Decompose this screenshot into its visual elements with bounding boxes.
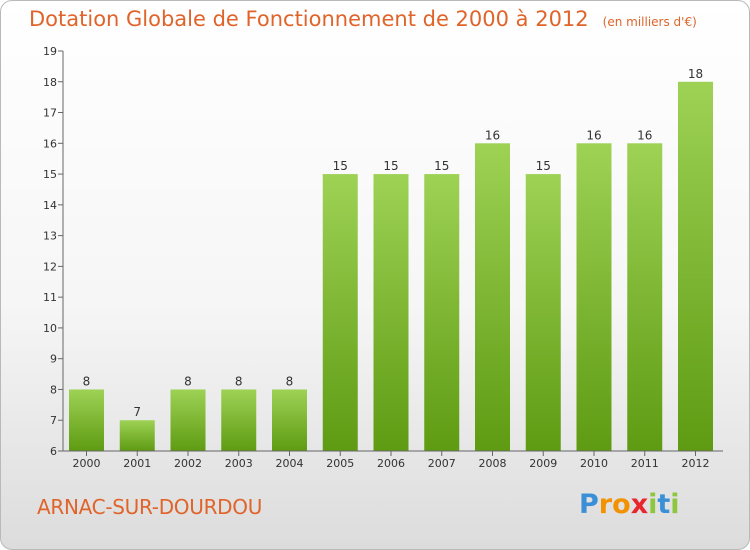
x-tick-label: 2009 bbox=[529, 457, 557, 470]
bar-2008 bbox=[475, 143, 510, 452]
y-tick-label: 19 bbox=[43, 45, 57, 58]
bar-2004 bbox=[272, 389, 307, 451]
x-tick-label: 2005 bbox=[326, 457, 354, 470]
y-tick-label: 8 bbox=[50, 383, 57, 396]
chart-subtitle: (en milliers d'€) bbox=[602, 15, 697, 29]
x-tick-label: 2003 bbox=[225, 457, 253, 470]
chart-title: Dotation Globale de Fonctionnement de 20… bbox=[29, 7, 589, 31]
data-label: 15 bbox=[434, 159, 449, 173]
chart-header: Dotation Globale de Fonctionnement de 20… bbox=[29, 7, 697, 31]
bar-2003 bbox=[221, 389, 257, 451]
data-label: 15 bbox=[536, 159, 551, 173]
y-tick-label: 13 bbox=[43, 230, 57, 243]
bar-2011 bbox=[627, 143, 663, 452]
logo-letter: r bbox=[598, 489, 613, 520]
y-tick-label: 10 bbox=[43, 322, 57, 335]
data-label: 15 bbox=[333, 159, 348, 173]
x-tick-label: 2011 bbox=[631, 457, 659, 470]
proxiti-logo: Proxiti bbox=[579, 489, 680, 520]
bar-2007 bbox=[424, 174, 460, 452]
x-tick-label: 2010 bbox=[580, 457, 608, 470]
y-tick-label: 11 bbox=[43, 291, 57, 304]
y-tick-label: 15 bbox=[43, 168, 57, 181]
data-label: 8 bbox=[184, 374, 192, 388]
data-label: 8 bbox=[286, 374, 294, 388]
axes-layer: 6 7 8 9 10 11 12 13 14 15 16 17 18 19 2000 2001 2002 2003… bbox=[43, 45, 723, 470]
x-tick-label: 2008 bbox=[479, 457, 507, 470]
y-tick-label: 18 bbox=[43, 76, 57, 89]
bar-2012 bbox=[678, 81, 713, 452]
y-tick-label: 14 bbox=[43, 199, 57, 212]
y-tick-label: 16 bbox=[43, 137, 57, 150]
y-tick-label: 7 bbox=[50, 414, 57, 427]
data-label: 18 bbox=[688, 67, 703, 81]
bar-2002 bbox=[170, 389, 206, 451]
data-label: 8 bbox=[83, 374, 91, 388]
logo-letter: t bbox=[657, 489, 671, 520]
logo-letter: i bbox=[670, 489, 680, 520]
data-label: 16 bbox=[485, 128, 500, 142]
logo-letter: o bbox=[612, 489, 631, 520]
y-tick-label: 12 bbox=[43, 260, 57, 273]
x-tick-label: 2002 bbox=[174, 457, 202, 470]
y-tick-label: 6 bbox=[50, 445, 57, 458]
y-tick-label: 9 bbox=[50, 353, 57, 366]
y-tick-label: 17 bbox=[43, 107, 57, 120]
bar-2001 bbox=[119, 420, 155, 451]
logo-letter: i bbox=[648, 489, 658, 520]
logo-letter: P bbox=[579, 489, 599, 520]
bars-layer: 8 7 8 8 8 15 15 15 16 15 16 16 18 bbox=[69, 67, 713, 452]
bar-2009 bbox=[525, 174, 561, 452]
logo-letter: x bbox=[630, 489, 649, 520]
bar-2000 bbox=[69, 389, 104, 451]
x-tick-label: 2001 bbox=[123, 457, 151, 470]
data-label: 16 bbox=[586, 128, 601, 142]
bar-2010 bbox=[576, 143, 612, 452]
data-label: 15 bbox=[383, 159, 398, 173]
x-tick-label: 2007 bbox=[428, 457, 456, 470]
data-label: 8 bbox=[235, 374, 243, 388]
data-label: 16 bbox=[637, 128, 652, 142]
x-tick-label: 2012 bbox=[682, 457, 710, 470]
x-tick-label: 2004 bbox=[276, 457, 304, 470]
x-tick-label: 2006 bbox=[377, 457, 405, 470]
bar-2006 bbox=[373, 174, 409, 452]
commune-name: ARNAC-SUR-DOURDOU bbox=[37, 495, 263, 519]
bar-2005 bbox=[322, 174, 358, 452]
data-label: 7 bbox=[133, 405, 141, 419]
x-tick-label: 2000 bbox=[73, 457, 101, 470]
